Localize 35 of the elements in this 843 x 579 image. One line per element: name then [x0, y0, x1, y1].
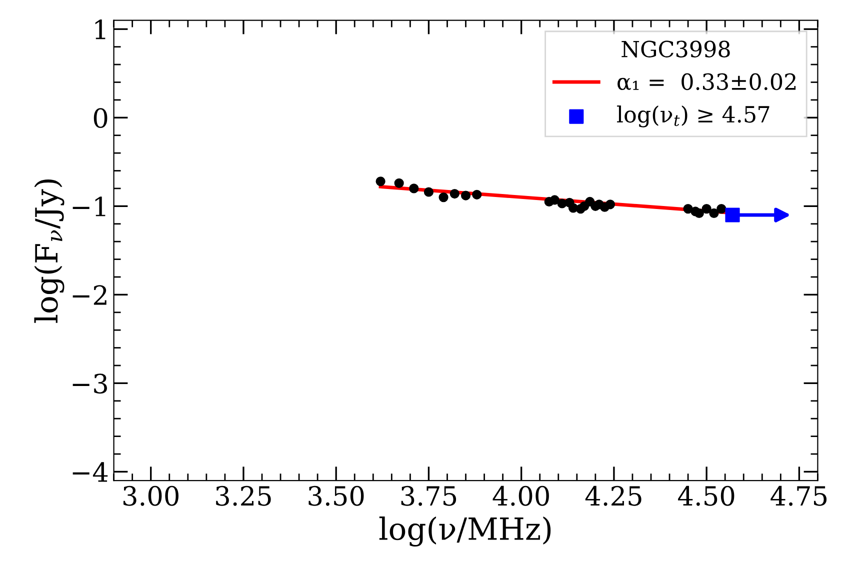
- point: [409, 184, 419, 194]
- y-tick-label: 1: [95, 20, 106, 40]
- point: [472, 190, 482, 200]
- x-tick-label: 4.50: [678, 486, 734, 506]
- y-tick-label: −3: [72, 374, 107, 394]
- point: [702, 204, 712, 214]
- point: [394, 178, 404, 188]
- y-axis-title: log(F$_{ν}$/Jy): [34, 180, 64, 323]
- point: [376, 176, 386, 186]
- legend-label: log(ν$_{t}$) ≥ 4.57: [617, 106, 770, 128]
- y-tick-label: −2: [72, 285, 106, 305]
- y-tick-label: 0: [94, 108, 108, 128]
- point: [450, 188, 460, 199]
- point: [424, 187, 434, 197]
- point: [550, 195, 560, 205]
- x-tick-label: 3.25: [216, 486, 271, 506]
- y-tick-label: −4: [72, 462, 108, 482]
- x-tick-label: 4.00: [492, 486, 549, 506]
- point: [725, 208, 740, 222]
- point: [694, 208, 704, 218]
- point: [709, 208, 719, 218]
- legend-title: NGC3998: [622, 40, 730, 58]
- x-tick-label: 3.75: [401, 486, 456, 506]
- x-tick-label: 3.00: [123, 486, 178, 506]
- x-tick-label: 4.75: [770, 486, 827, 506]
- point: [605, 200, 616, 210]
- y-tick-label: −1: [72, 196, 106, 216]
- x-tick-label: 3.50: [308, 486, 364, 506]
- point: [683, 204, 693, 214]
- x-tick-label: 4.25: [585, 486, 642, 506]
- x-axis-title: log(ν/MHz): [379, 516, 551, 547]
- point: [716, 204, 726, 214]
- point: [438, 192, 448, 202]
- point: [460, 190, 471, 200]
- legend-label: α₁ = 0.33±0.02: [618, 73, 796, 90]
